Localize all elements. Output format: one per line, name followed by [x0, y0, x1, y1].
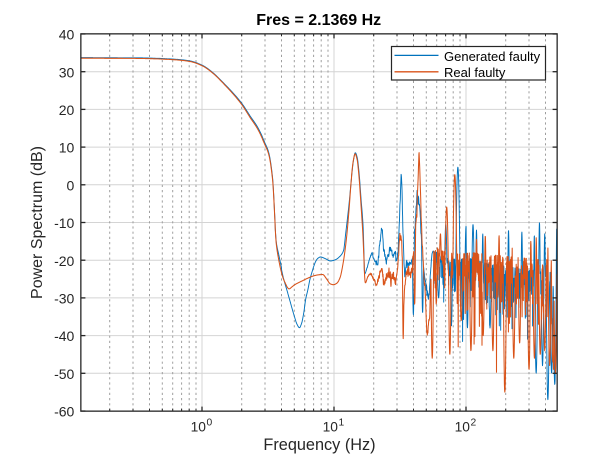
svg-text:-20: -20 [54, 253, 74, 269]
svg-text:10: 10 [455, 420, 471, 435]
svg-text:30: 30 [59, 64, 75, 80]
svg-text:0: 0 [207, 418, 213, 429]
svg-text:-30: -30 [54, 291, 74, 307]
svg-text:0: 0 [67, 177, 75, 193]
svg-text:1: 1 [339, 418, 345, 429]
svg-text:10: 10 [323, 420, 339, 435]
svg-text:-60: -60 [54, 404, 74, 420]
svg-text:20: 20 [59, 102, 75, 118]
svg-text:Real faulty: Real faulty [444, 65, 506, 80]
svg-text:10: 10 [191, 420, 207, 435]
svg-text:Fres = 2.1369 Hz: Fres = 2.1369 Hz [256, 12, 381, 29]
svg-text:Power Spectrum (dB): Power Spectrum (dB) [29, 146, 46, 299]
svg-text:-10: -10 [54, 215, 74, 231]
svg-text:Frequency (Hz): Frequency (Hz) [263, 436, 375, 454]
svg-text:-50: -50 [54, 366, 74, 382]
svg-text:40: 40 [59, 27, 75, 43]
svg-text:2: 2 [471, 418, 477, 429]
svg-text:-40: -40 [54, 328, 74, 344]
svg-text:Generated faulty: Generated faulty [444, 49, 541, 64]
svg-text:10: 10 [59, 140, 75, 156]
